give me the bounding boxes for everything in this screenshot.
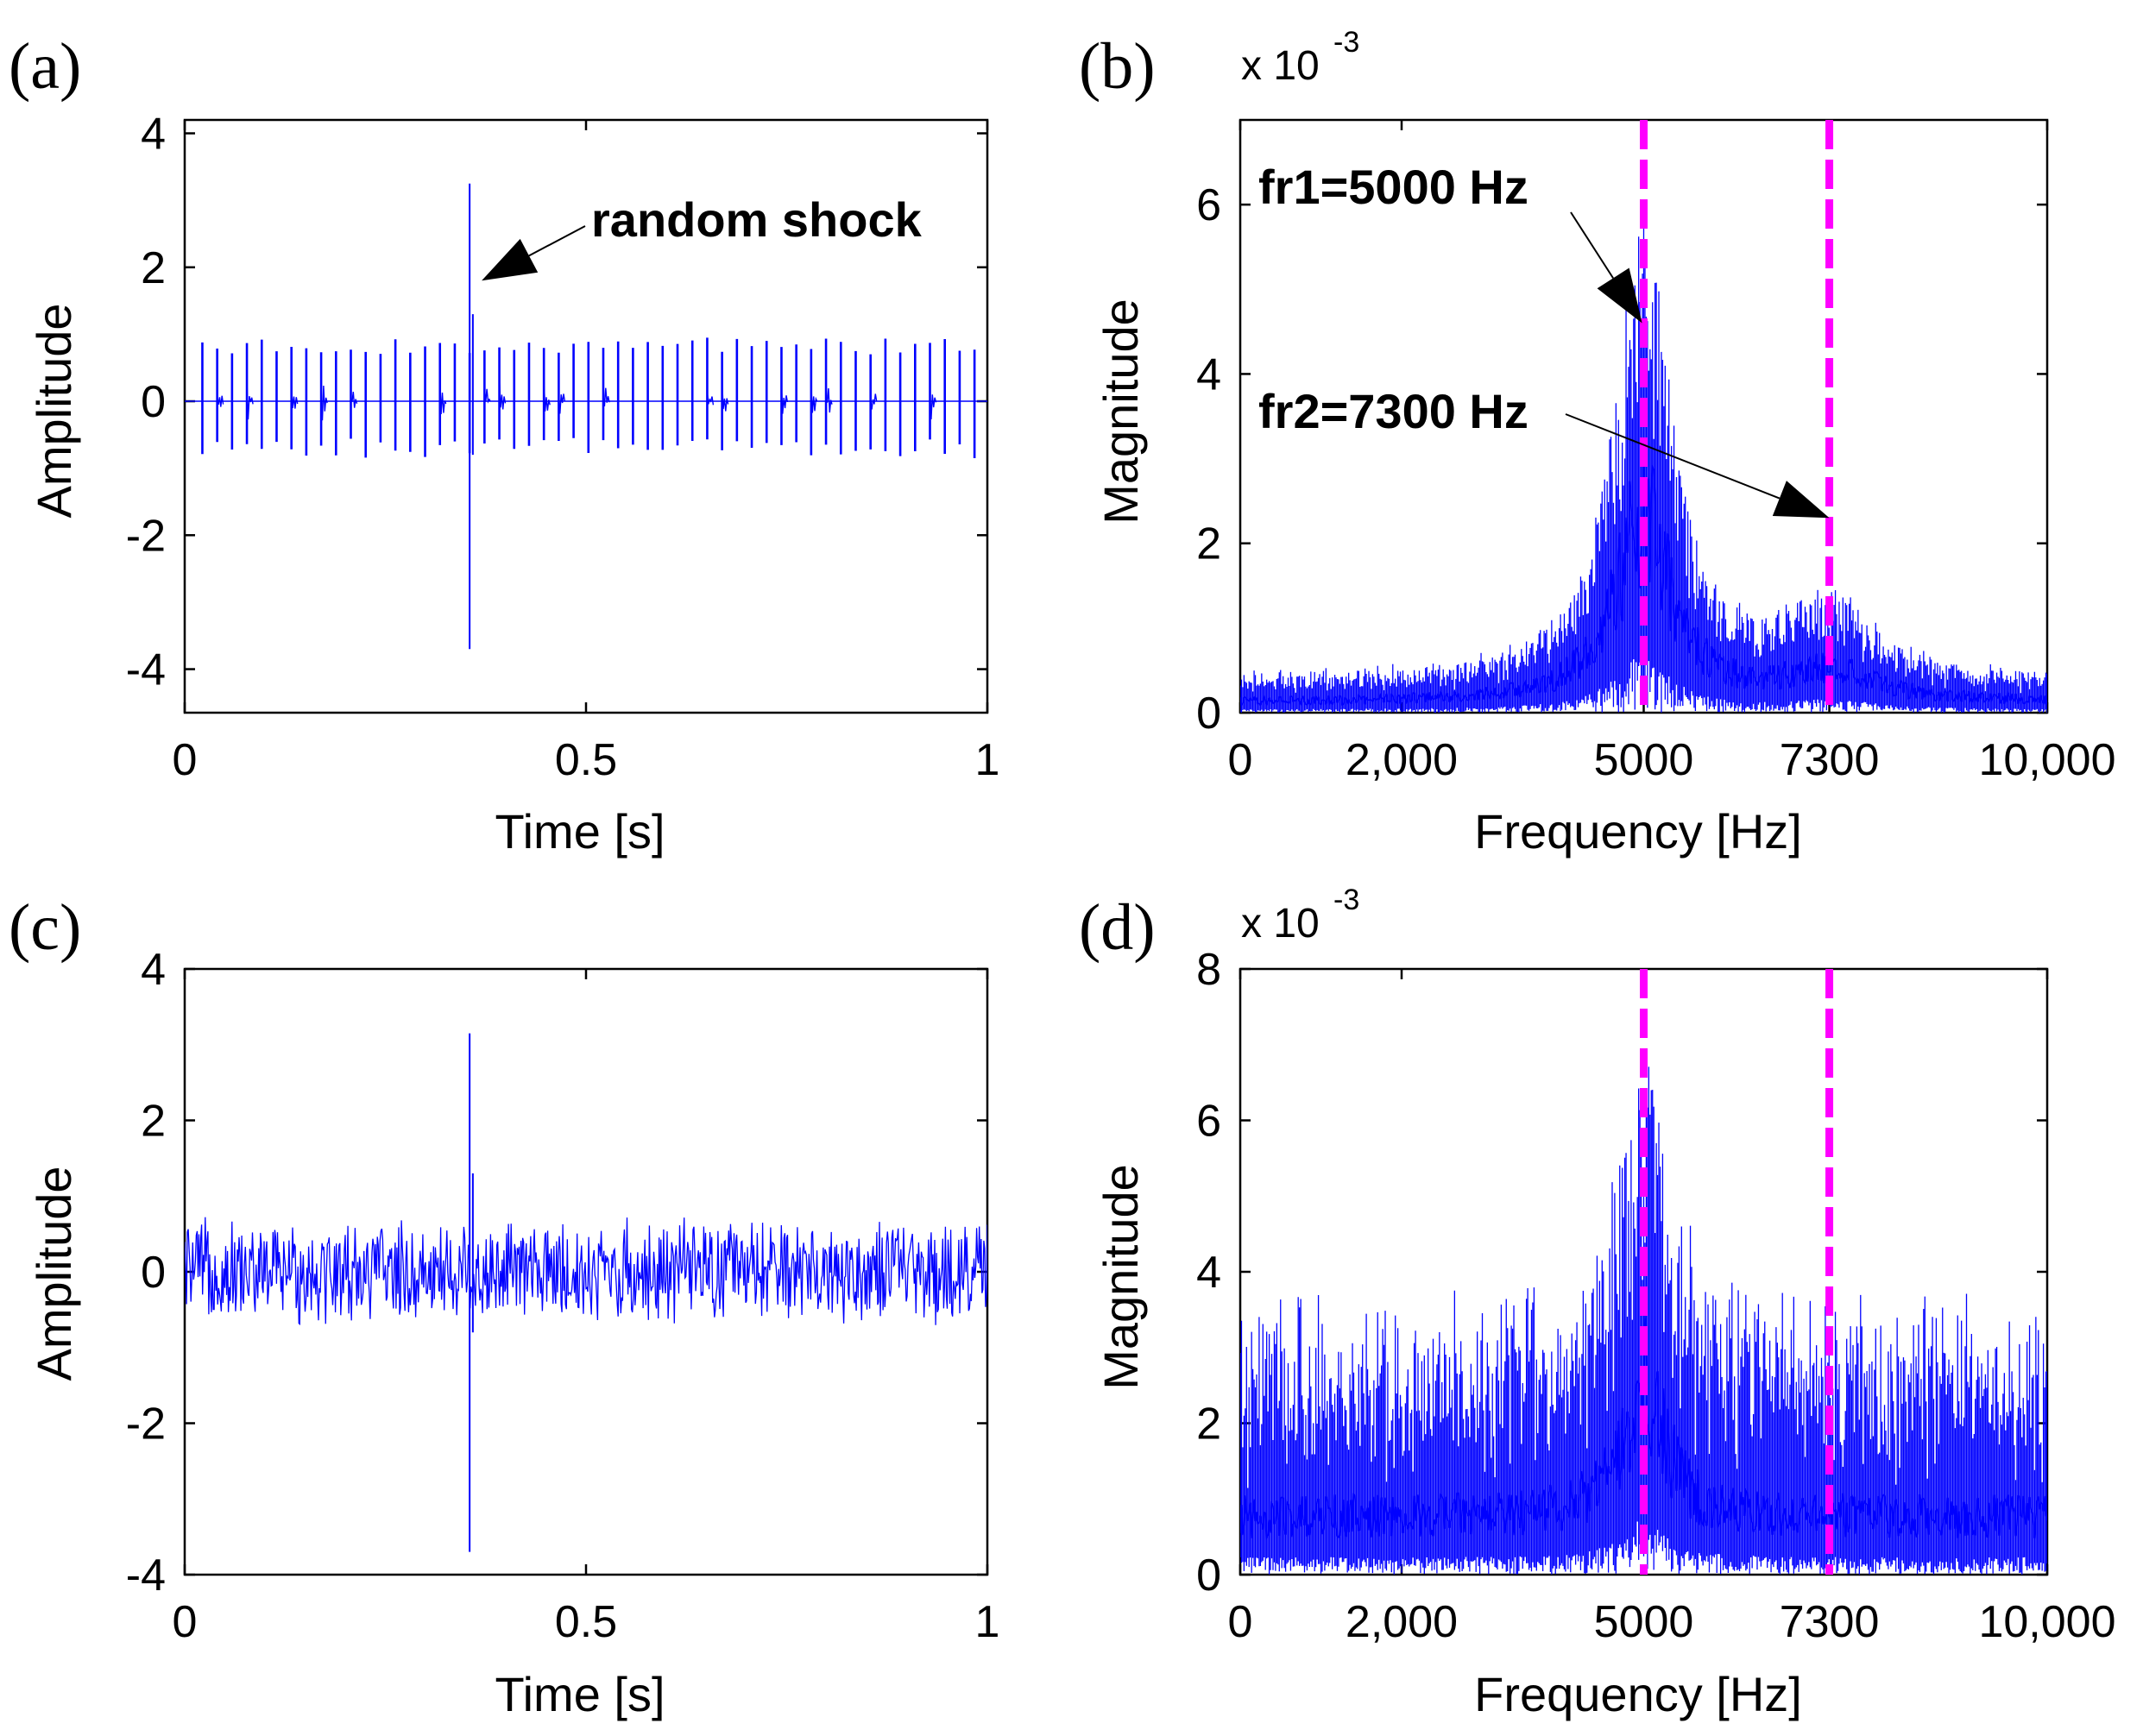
y-tick-label: 4 xyxy=(1196,1248,1221,1298)
y-tick-label: -4 xyxy=(126,1550,166,1601)
x-tick-label: 0.5 xyxy=(555,1597,617,1647)
y-tick-label: 4 xyxy=(141,110,166,160)
panel-d-y-axis-label: Magnitude xyxy=(1094,1164,1148,1390)
x-tick-label: 0 xyxy=(1228,1597,1253,1647)
panel-b-plot-area: 0 2,000 5000 7300 10,000 0 2 4 6 xyxy=(1196,118,2116,785)
ringing xyxy=(602,387,610,406)
panel-d-x-axis-label: Frequency [Hz] xyxy=(1474,1667,1802,1721)
ringing xyxy=(825,387,833,413)
panel-b-y-axis-label: Magnitude xyxy=(1094,299,1148,525)
fr2-arrow-shaft xyxy=(1565,413,1781,500)
panel-b-x-axis-label: Frequency [Hz] xyxy=(1474,804,1802,859)
panel-a-frame xyxy=(183,118,989,714)
y-tick-label: 6 xyxy=(1196,1097,1221,1147)
y-tick-label: -2 xyxy=(126,511,166,561)
panel-d-exponent-label: x 10 xyxy=(1241,901,1320,947)
x-tick-label: 10,000 xyxy=(1978,1597,2115,1647)
y-tick-label: 2 xyxy=(141,1097,166,1147)
y-tick-label: -4 xyxy=(126,645,166,695)
x-tick-label: 2,000 xyxy=(1346,735,1458,785)
ringing xyxy=(780,386,789,414)
panel-c-y-axis-label: Amplitude xyxy=(27,1166,81,1381)
random-shock-arrow-head xyxy=(482,238,539,281)
panel-c-x-axis-label: Time [s] xyxy=(495,1667,665,1721)
y-tick-label: 0 xyxy=(1196,1550,1221,1601)
panel-b-letter: (b) xyxy=(1079,30,1156,103)
x-tick-label: 10,000 xyxy=(1978,735,2115,785)
panel-d-exponent-power: -3 xyxy=(1333,884,1359,916)
fr2-arrow-head xyxy=(1772,481,1830,519)
panel-b-exponent-label: x 10 xyxy=(1241,43,1320,89)
ringing xyxy=(217,395,224,407)
panel-b-annotation-fr1: fr1=5000 Hz xyxy=(1258,160,1528,214)
panel-a-letter: (a) xyxy=(9,30,81,103)
x-tick-label: 0 xyxy=(1228,735,1253,785)
panel-c: (c) 0 0.5 1 -4 -2 0 2 4 Time [s] Amplitude xyxy=(9,891,999,1721)
fr1-arrow-head xyxy=(1597,267,1642,324)
random-shock-arrow-shaft xyxy=(528,225,586,257)
panel-b-annotation-fr2: fr2=7300 Hz xyxy=(1258,384,1528,438)
ringing xyxy=(439,378,447,415)
panel-c-letter: (c) xyxy=(9,891,81,964)
y-tick-label: 2 xyxy=(1196,1399,1221,1450)
ringing xyxy=(558,393,566,414)
series-line xyxy=(185,1217,987,1326)
x-tick-label: 2,000 xyxy=(1346,1597,1458,1647)
y-tick-label: -2 xyxy=(126,1399,166,1450)
y-tick-label: 0 xyxy=(141,377,166,427)
y-tick-label: 6 xyxy=(1196,180,1221,230)
ringing xyxy=(706,390,715,406)
panel-a-y-axis-label: Amplitude xyxy=(27,303,81,518)
panel-a-x-axis-label: Time [s] xyxy=(495,804,665,859)
panel-c-plot-area: 0 0.5 1 -4 -2 0 2 4 xyxy=(126,945,1000,1647)
panel-d: (d) 0 2,000 5000 7300 10,000 0 2 4 6 8 Frequency … xyxy=(1079,884,2116,1721)
panel-a-plot-area: 0 0.5 1 -4 -2 0 2 4 xyxy=(126,110,1000,785)
ringing xyxy=(246,381,254,420)
ringing xyxy=(350,392,358,408)
y-tick-label: 0 xyxy=(1196,689,1221,739)
x-tick-label: 5000 xyxy=(1594,1597,1694,1647)
panel-a-annotation-random-shock: random shock xyxy=(591,192,923,247)
y-tick-label: 4 xyxy=(141,945,166,995)
ringing xyxy=(929,392,937,420)
panel-d-plot-area: 0 2,000 5000 7300 10,000 0 2 4 6 8 xyxy=(1196,945,2115,1647)
y-tick-label: 2 xyxy=(141,243,166,293)
fr1-arrow-shaft xyxy=(1570,211,1614,279)
y-tick-label: 2 xyxy=(1196,519,1221,569)
ringing xyxy=(483,388,491,404)
x-tick-label: 7300 xyxy=(1780,1597,1880,1647)
panel-d-letter: (d) xyxy=(1079,891,1156,964)
x-tick-label: 0 xyxy=(173,1597,198,1647)
y-tick-label: 8 xyxy=(1196,945,1221,995)
panel-b: (b) 0 2,000 5000 7300 10,000 0 2 4 6 Frequency [… xyxy=(1079,26,2116,859)
x-tick-label: 1 xyxy=(975,1597,1000,1647)
ringing xyxy=(543,379,551,412)
y-tick-label: 0 xyxy=(141,1248,166,1298)
x-tick-label: 0 xyxy=(173,735,198,785)
x-tick-label: 0.5 xyxy=(555,735,617,785)
y-tick-label: 4 xyxy=(1196,349,1221,399)
ringing xyxy=(498,378,507,410)
ringing xyxy=(320,385,328,421)
ringing xyxy=(870,393,878,410)
panel-a: (a) 0 0.5 1 -4 -2 0 2 4 Time [s] Amplitude rand… xyxy=(9,30,999,859)
x-tick-label: 5000 xyxy=(1594,735,1694,785)
ringing xyxy=(721,379,729,412)
ringing xyxy=(291,385,299,409)
x-tick-label: 1 xyxy=(975,735,1000,785)
panel-b-exponent-power: -3 xyxy=(1333,26,1359,59)
ringing xyxy=(810,386,818,413)
x-tick-label: 7300 xyxy=(1780,735,1880,785)
